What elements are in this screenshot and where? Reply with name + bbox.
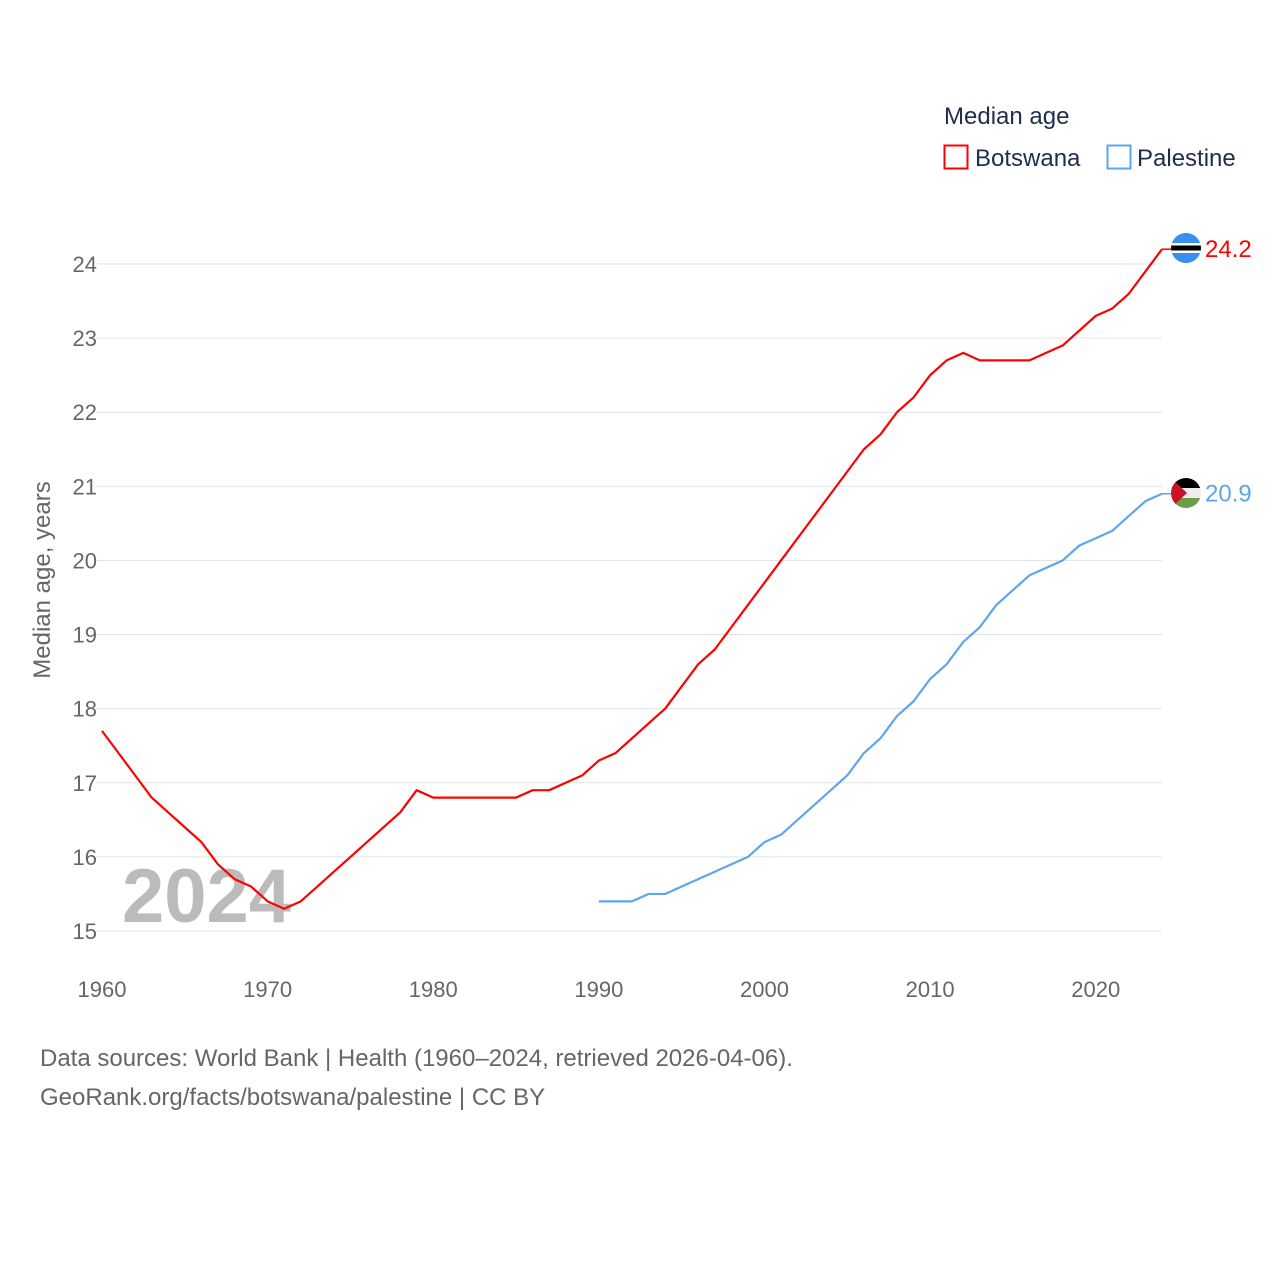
y-tick-label: 24 bbox=[73, 252, 97, 277]
series-line-botswana bbox=[101, 248, 1163, 910]
x-tick-label: 2000 bbox=[740, 977, 789, 1002]
y-tick-label: 22 bbox=[73, 400, 97, 425]
year-watermark: 2024 bbox=[122, 854, 291, 939]
grid bbox=[96, 263, 1162, 932]
legend-item-botswana[interactable]: Botswana bbox=[943, 144, 1082, 172]
y-tick-label: 17 bbox=[73, 771, 97, 796]
legend-label-palestine: Palestine bbox=[1137, 145, 1236, 172]
palestine-flag-icon bbox=[1171, 478, 1201, 508]
legend-swatch-palestine bbox=[1106, 144, 1132, 170]
y-tick-label: 20 bbox=[73, 548, 97, 573]
y-tick-label: 21 bbox=[73, 474, 97, 499]
x-axis: 1960 1970 1980 1990 2000 2010 2020 bbox=[78, 977, 1121, 1002]
x-tick-label: 1970 bbox=[243, 977, 292, 1002]
y-tick-label: 16 bbox=[73, 845, 97, 870]
legend-label-botswana: Botswana bbox=[975, 145, 1081, 172]
y-tick-label: 19 bbox=[73, 623, 97, 648]
botswana-flag-icon bbox=[1171, 233, 1201, 263]
y-axis-label: Median age, years bbox=[29, 481, 56, 678]
x-tick-label: 2020 bbox=[1071, 977, 1120, 1002]
y-tick-label: 15 bbox=[73, 919, 97, 944]
series-end-labels: 24.2 20.9 bbox=[1162, 236, 1252, 508]
legend-swatch-botswana bbox=[943, 144, 969, 170]
legend-title: Median age bbox=[944, 103, 1069, 130]
y-axis: 15 16 17 18 19 20 21 22 23 24 bbox=[73, 252, 97, 944]
x-tick-label: 2010 bbox=[906, 977, 955, 1002]
x-tick-label: 1980 bbox=[409, 977, 458, 1002]
data-sources-text: Data sources: World Bank | Health (1960–… bbox=[40, 1045, 793, 1072]
end-value-label-palestine: 20.9 bbox=[1205, 481, 1252, 508]
y-tick-label: 18 bbox=[73, 697, 97, 722]
source-link[interactable]: GeoRank.org/facts/botswana/palestine | C… bbox=[40, 1084, 546, 1111]
series-lines bbox=[101, 248, 1163, 910]
x-tick-label: 1990 bbox=[574, 977, 623, 1002]
end-value-label-botswana: 24.2 bbox=[1205, 236, 1252, 263]
legend-item-palestine[interactable]: Palestine bbox=[1106, 144, 1236, 172]
series-line-palestine bbox=[598, 492, 1163, 903]
x-tick-label: 1960 bbox=[78, 977, 127, 1002]
y-tick-label: 23 bbox=[73, 326, 97, 351]
